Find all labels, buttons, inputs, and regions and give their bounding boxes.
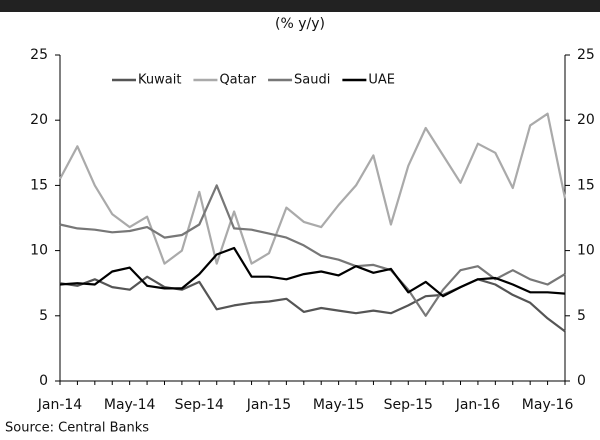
y2-tick-label: 20 [577,112,595,128]
title-band [0,0,600,12]
y2-tick-label: 10 [577,243,595,259]
legend-label: Qatar [219,73,256,88]
series-line [59,275,566,333]
y2-tick-label: 25 [577,47,595,63]
y2-tick-label: 5 [577,308,586,324]
series-line [59,184,566,317]
series-line [59,112,567,265]
x-tick-label: Jan-15 [246,397,291,413]
y-tick-label: 0 [39,373,48,389]
legend-label: Saudi [294,73,330,88]
x-tick-label: May-14 [104,397,156,413]
y-tick-label: 15 [30,177,48,193]
y-tick-label: 20 [30,112,48,128]
y-tick-label: 25 [30,47,48,63]
x-tick-label: Jan-16 [455,397,501,413]
y-tick-label: 5 [39,308,48,324]
x-tick-label: Jan-14 [37,397,83,413]
y2-tick-label: 15 [577,177,595,193]
x-tick-label: Sep-14 [175,397,224,413]
series-line [59,246,566,298]
x-tick-label: Sep-15 [384,397,433,413]
x-tick-label: May-16 [522,397,574,413]
y2-tick-label: 0 [577,373,586,389]
chart-subtitle: (% y/y) [275,16,325,32]
y-tick-label: 10 [30,243,48,259]
x-tick-label: May-15 [313,397,365,413]
source: Source: Central Banks [5,421,149,436]
legend-label: Kuwait [138,73,181,88]
legend-label: UAE [368,73,395,88]
